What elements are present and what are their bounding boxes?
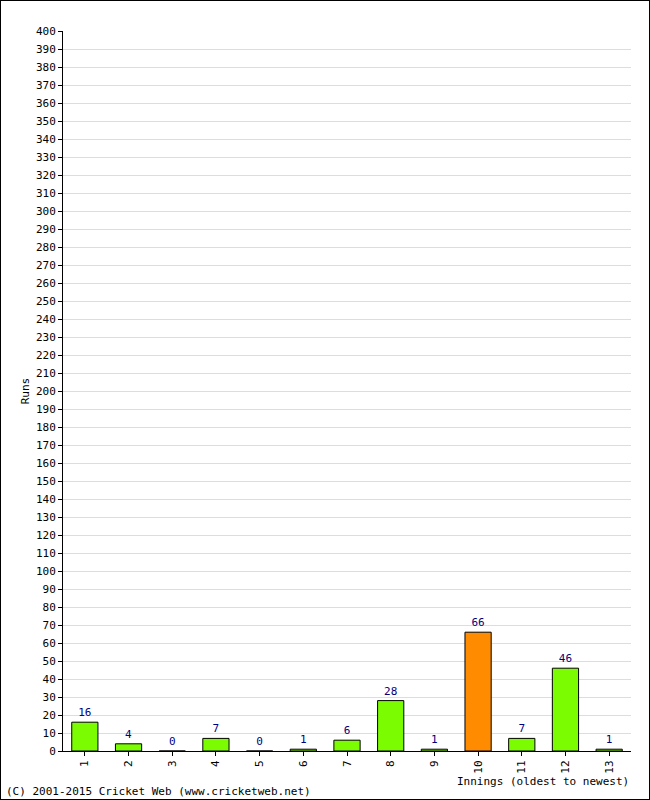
svg-text:46: 46 — [559, 652, 572, 665]
svg-text:370: 370 — [36, 79, 56, 92]
svg-text:13: 13 — [603, 760, 616, 773]
svg-text:250: 250 — [36, 295, 56, 308]
svg-text:140: 140 — [36, 493, 56, 506]
svg-text:66: 66 — [471, 616, 484, 629]
svg-text:4: 4 — [125, 728, 132, 741]
svg-text:10: 10 — [43, 727, 56, 740]
svg-text:120: 120 — [36, 529, 56, 542]
svg-text:7: 7 — [518, 722, 525, 735]
svg-text:5: 5 — [253, 760, 266, 767]
svg-text:330: 330 — [36, 151, 56, 164]
svg-text:270: 270 — [36, 259, 56, 272]
svg-text:(C) 2001-2015 Cricket Web (www: (C) 2001-2015 Cricket Web (www.cricketwe… — [6, 785, 311, 798]
svg-text:Innings (oldest to newest): Innings (oldest to newest) — [457, 775, 629, 788]
svg-text:30: 30 — [43, 691, 56, 704]
svg-text:50: 50 — [43, 655, 56, 668]
svg-text:80: 80 — [43, 601, 56, 614]
svg-text:360: 360 — [36, 97, 56, 110]
svg-text:180: 180 — [36, 421, 56, 434]
svg-text:3: 3 — [166, 760, 179, 767]
svg-text:12: 12 — [559, 760, 572, 773]
svg-text:6: 6 — [297, 760, 310, 767]
svg-text:190: 190 — [36, 403, 56, 416]
svg-text:320: 320 — [36, 169, 56, 182]
svg-text:70: 70 — [43, 619, 56, 632]
svg-text:8: 8 — [384, 760, 397, 767]
svg-text:1: 1 — [300, 733, 307, 746]
svg-text:380: 380 — [36, 61, 56, 74]
svg-text:40: 40 — [43, 673, 56, 686]
svg-text:90: 90 — [43, 583, 56, 596]
svg-text:200: 200 — [36, 385, 56, 398]
svg-text:300: 300 — [36, 205, 56, 218]
svg-text:1: 1 — [431, 733, 438, 746]
svg-text:150: 150 — [36, 475, 56, 488]
svg-text:20: 20 — [43, 709, 56, 722]
svg-text:400: 400 — [36, 25, 56, 38]
svg-text:7: 7 — [213, 722, 220, 735]
svg-text:0: 0 — [256, 735, 263, 748]
svg-text:280: 280 — [36, 241, 56, 254]
svg-text:130: 130 — [36, 511, 56, 524]
svg-text:160: 160 — [36, 457, 56, 470]
svg-text:340: 340 — [36, 133, 56, 146]
svg-text:230: 230 — [36, 331, 56, 344]
svg-text:7: 7 — [341, 760, 354, 767]
svg-text:110: 110 — [36, 547, 56, 560]
svg-text:100: 100 — [36, 565, 56, 578]
svg-text:0: 0 — [49, 745, 56, 758]
svg-text:6: 6 — [344, 724, 351, 737]
svg-text:1: 1 — [78, 760, 91, 767]
svg-text:390: 390 — [36, 43, 56, 56]
svg-text:9: 9 — [428, 760, 441, 767]
svg-text:10: 10 — [472, 760, 485, 773]
svg-text:60: 60 — [43, 637, 56, 650]
svg-text:28: 28 — [384, 685, 397, 698]
svg-text:290: 290 — [36, 223, 56, 236]
svg-text:11: 11 — [515, 760, 528, 773]
svg-text:1: 1 — [606, 733, 613, 746]
svg-text:210: 210 — [36, 367, 56, 380]
svg-text:170: 170 — [36, 439, 56, 452]
svg-text:260: 260 — [36, 277, 56, 290]
svg-text:240: 240 — [36, 313, 56, 326]
svg-text:350: 350 — [36, 115, 56, 128]
svg-text:Runs: Runs — [19, 378, 32, 405]
svg-text:4: 4 — [209, 760, 222, 767]
svg-text:310: 310 — [36, 187, 56, 200]
svg-text:2: 2 — [122, 760, 135, 767]
svg-text:0: 0 — [169, 735, 176, 748]
svg-text:220: 220 — [36, 349, 56, 362]
svg-text:16: 16 — [78, 706, 91, 719]
